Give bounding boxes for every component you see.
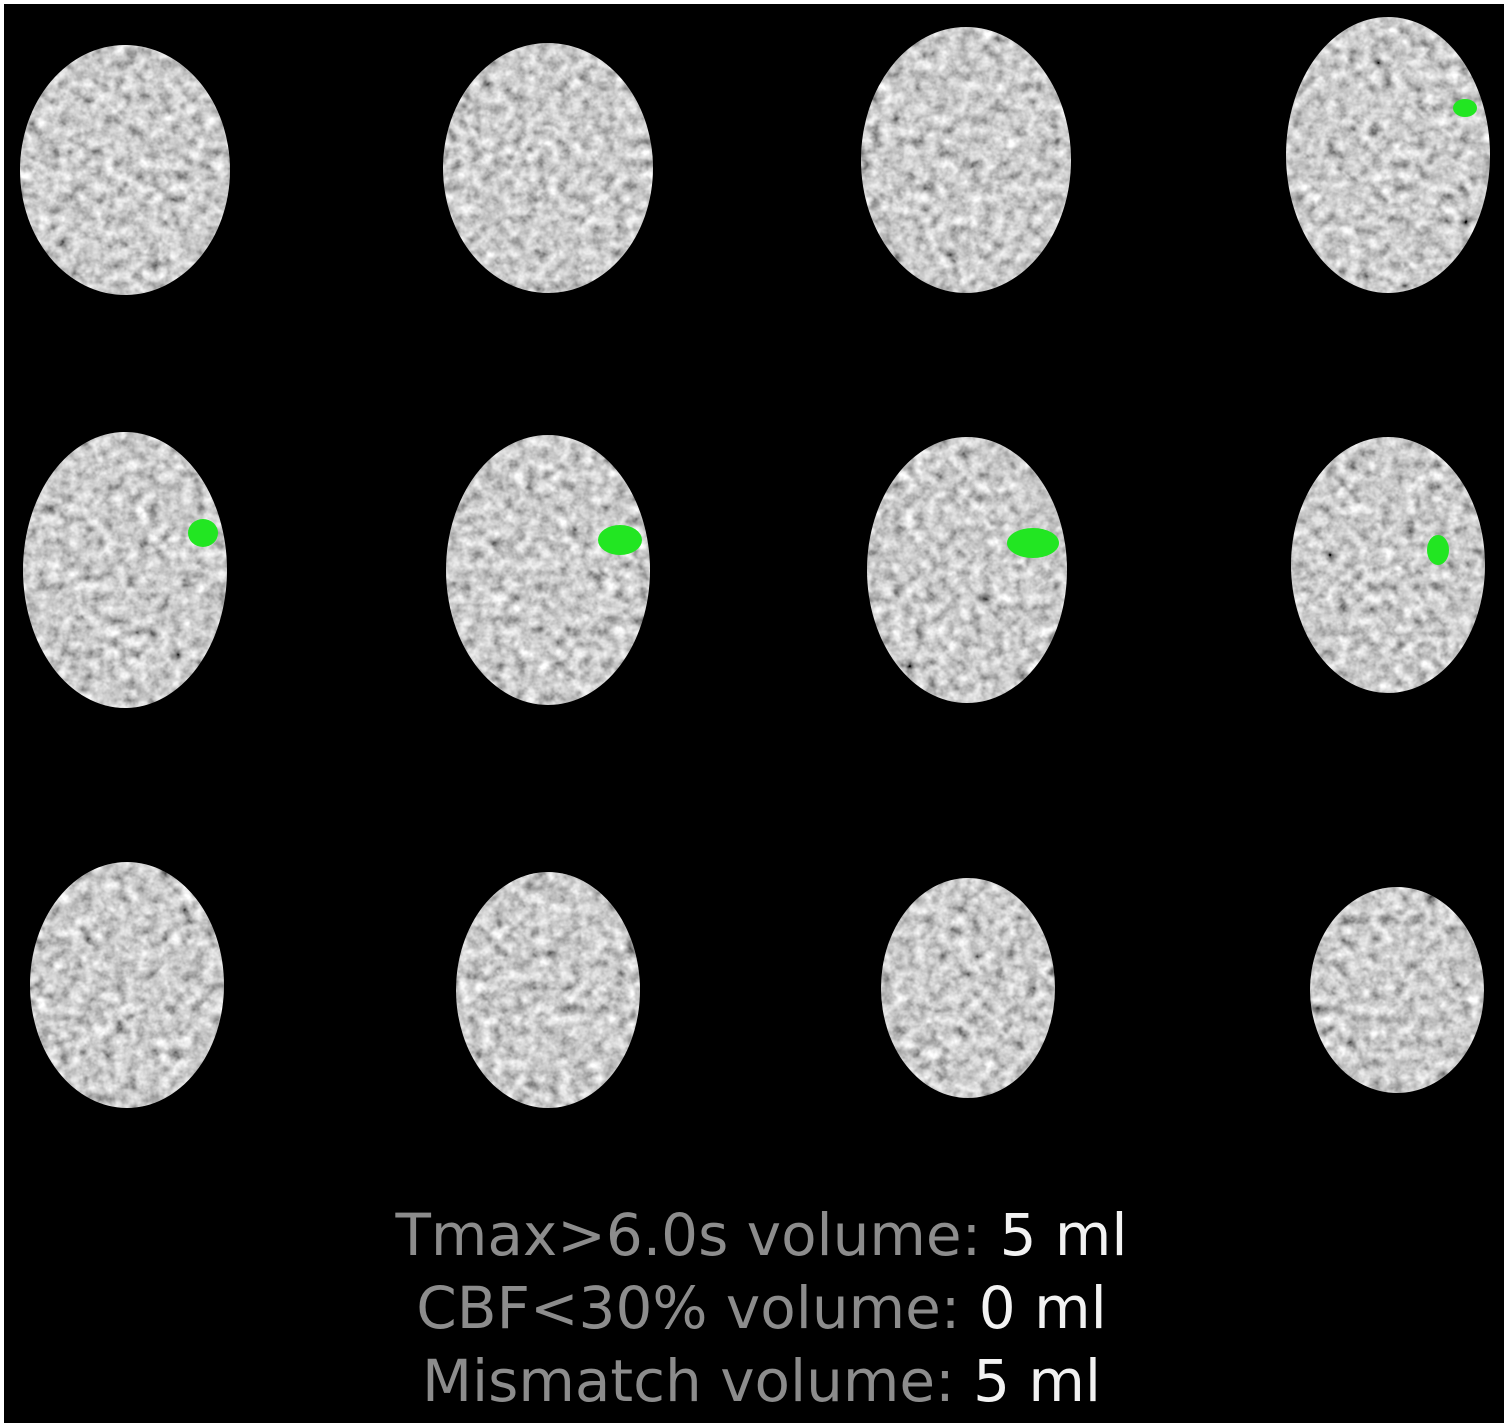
mismatch-label: Mismatch volume: xyxy=(421,1347,955,1415)
tmax-lesion-overlay-slice-4 xyxy=(1453,99,1477,117)
tmax-lesion-overlay-slice-5 xyxy=(188,519,218,547)
brain-slice-3 xyxy=(861,27,1071,293)
brain-slice-1 xyxy=(20,45,230,295)
brain-slices-grid xyxy=(20,17,1490,1108)
brain-slice-7 xyxy=(867,437,1067,703)
cbf-value: 0 ml xyxy=(978,1274,1107,1342)
volume-summary: Tmax>6.0s volume: 5 ml CBF<30% volume: 0… xyxy=(4,1199,1504,1418)
tmax-lesion-overlay-slice-7 xyxy=(1007,528,1059,558)
tmax-value: 5 ml xyxy=(999,1201,1128,1269)
brain-slice-5 xyxy=(23,432,227,708)
perfusion-map-panel: Tmax>6.0s volume: 5 ml CBF<30% volume: 0… xyxy=(4,4,1504,1423)
brain-slice-2 xyxy=(443,43,653,293)
brain-slice-11 xyxy=(881,878,1055,1098)
brain-slice-12 xyxy=(1310,887,1484,1093)
tmax-lesion-overlay-slice-8 xyxy=(1427,535,1449,565)
tmax-volume-line: Tmax>6.0s volume: 5 ml xyxy=(4,1199,1504,1272)
brain-slice-4 xyxy=(1286,17,1490,293)
mismatch-value: 5 ml xyxy=(973,1347,1102,1415)
brain-slice-8 xyxy=(1291,437,1485,693)
cbf-volume-line: CBF<30% volume: 0 ml xyxy=(4,1272,1504,1345)
mismatch-volume-line: Mismatch volume: 5 ml xyxy=(4,1345,1504,1418)
brain-slice-9 xyxy=(30,862,224,1108)
tmax-label: Tmax>6.0s volume: xyxy=(395,1201,982,1269)
brain-slice-6 xyxy=(446,435,650,705)
brain-slice-10 xyxy=(456,872,640,1108)
tmax-lesion-overlay-slice-6 xyxy=(598,525,642,555)
cbf-label: CBF<30% volume: xyxy=(416,1274,961,1342)
